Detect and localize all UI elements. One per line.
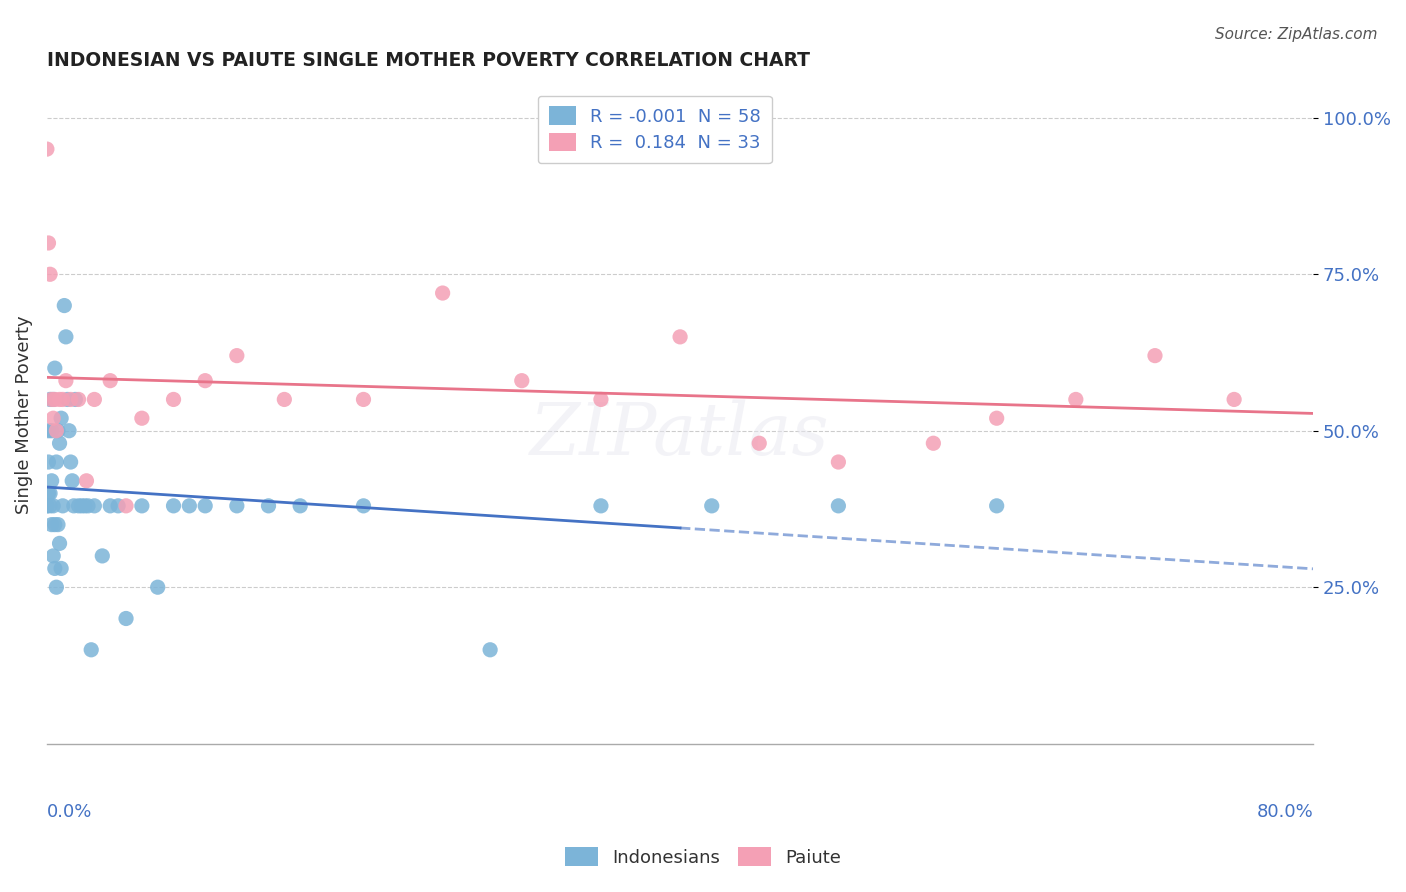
Point: [45, 580, 67, 594]
Point: [589, 499, 612, 513]
Point: [225, 349, 247, 363]
Point: [827, 455, 849, 469]
Point: [353, 499, 375, 513]
Point: [827, 499, 849, 513]
Text: ZIPatlas: ZIPatlas: [530, 400, 830, 470]
Point: [45, 424, 67, 438]
Point: [510, 374, 533, 388]
Point: [288, 499, 311, 513]
Point: [225, 499, 247, 513]
Point: [46, 517, 69, 532]
Point: [107, 499, 129, 513]
Point: [42, 411, 65, 425]
Point: [179, 499, 201, 513]
Text: Source: ZipAtlas.com: Source: ZipAtlas.com: [1215, 27, 1378, 42]
Point: [257, 499, 280, 513]
Point: [44, 392, 66, 407]
Point: [700, 499, 723, 513]
Point: [273, 392, 295, 407]
Point: [65, 392, 87, 407]
Point: [77, 499, 100, 513]
Point: [53, 299, 76, 313]
Point: [56, 392, 79, 407]
Text: 0.0%: 0.0%: [46, 803, 93, 821]
Point: [49, 411, 72, 425]
Point: [83, 392, 105, 407]
Point: [115, 611, 138, 625]
Point: [194, 374, 217, 388]
Point: [83, 499, 105, 513]
Point: [70, 499, 93, 513]
Point: [353, 392, 375, 407]
Point: [44, 561, 66, 575]
Point: [59, 455, 82, 469]
Point: [42, 392, 65, 407]
Point: [42, 499, 65, 513]
Point: [37, 455, 59, 469]
Point: [73, 499, 96, 513]
Point: [41, 474, 63, 488]
Point: [194, 499, 217, 513]
Point: [748, 436, 770, 450]
Point: [52, 392, 75, 407]
Point: [55, 374, 77, 388]
Legend: Indonesians, Paiute: Indonesians, Paiute: [558, 840, 848, 874]
Point: [115, 499, 138, 513]
Text: INDONESIAN VS PAIUTE SINGLE MOTHER POVERTY CORRELATION CHART: INDONESIAN VS PAIUTE SINGLE MOTHER POVER…: [46, 51, 810, 70]
Point: [44, 517, 66, 532]
Point: [669, 330, 692, 344]
Point: [35, 499, 58, 513]
Point: [35, 142, 58, 156]
Point: [80, 642, 103, 657]
Point: [46, 424, 69, 438]
Point: [37, 486, 59, 500]
Point: [52, 499, 75, 513]
Point: [45, 455, 67, 469]
Point: [59, 392, 82, 407]
Point: [75, 474, 97, 488]
Point: [58, 424, 80, 438]
Point: [479, 642, 502, 657]
Point: [55, 330, 77, 344]
Point: [162, 499, 184, 513]
Point: [41, 517, 63, 532]
Point: [131, 499, 153, 513]
Point: [131, 411, 153, 425]
Point: [37, 235, 59, 250]
Y-axis label: Single Mother Poverty: Single Mother Poverty: [15, 316, 32, 515]
Point: [589, 392, 612, 407]
Point: [41, 392, 63, 407]
Point: [48, 392, 70, 407]
Point: [37, 424, 59, 438]
Point: [48, 436, 70, 450]
Point: [39, 267, 62, 281]
Point: [49, 561, 72, 575]
Point: [42, 549, 65, 563]
Point: [986, 499, 1008, 513]
Point: [91, 549, 114, 563]
Legend: R = -0.001  N = 58, R =  0.184  N = 33: R = -0.001 N = 58, R = 0.184 N = 33: [537, 95, 772, 163]
Point: [39, 392, 62, 407]
Point: [162, 392, 184, 407]
Point: [60, 474, 83, 488]
Point: [1223, 392, 1246, 407]
Point: [1143, 349, 1166, 363]
Point: [41, 424, 63, 438]
Point: [39, 499, 62, 513]
Point: [146, 580, 169, 594]
Point: [48, 536, 70, 550]
Point: [98, 374, 121, 388]
Point: [432, 286, 454, 301]
Point: [44, 361, 66, 376]
Point: [98, 499, 121, 513]
Text: 80.0%: 80.0%: [1257, 803, 1313, 821]
Point: [922, 436, 945, 450]
Point: [35, 499, 58, 513]
Point: [62, 499, 84, 513]
Point: [67, 392, 90, 407]
Point: [1064, 392, 1087, 407]
Point: [39, 486, 62, 500]
Point: [986, 411, 1008, 425]
Point: [67, 499, 90, 513]
